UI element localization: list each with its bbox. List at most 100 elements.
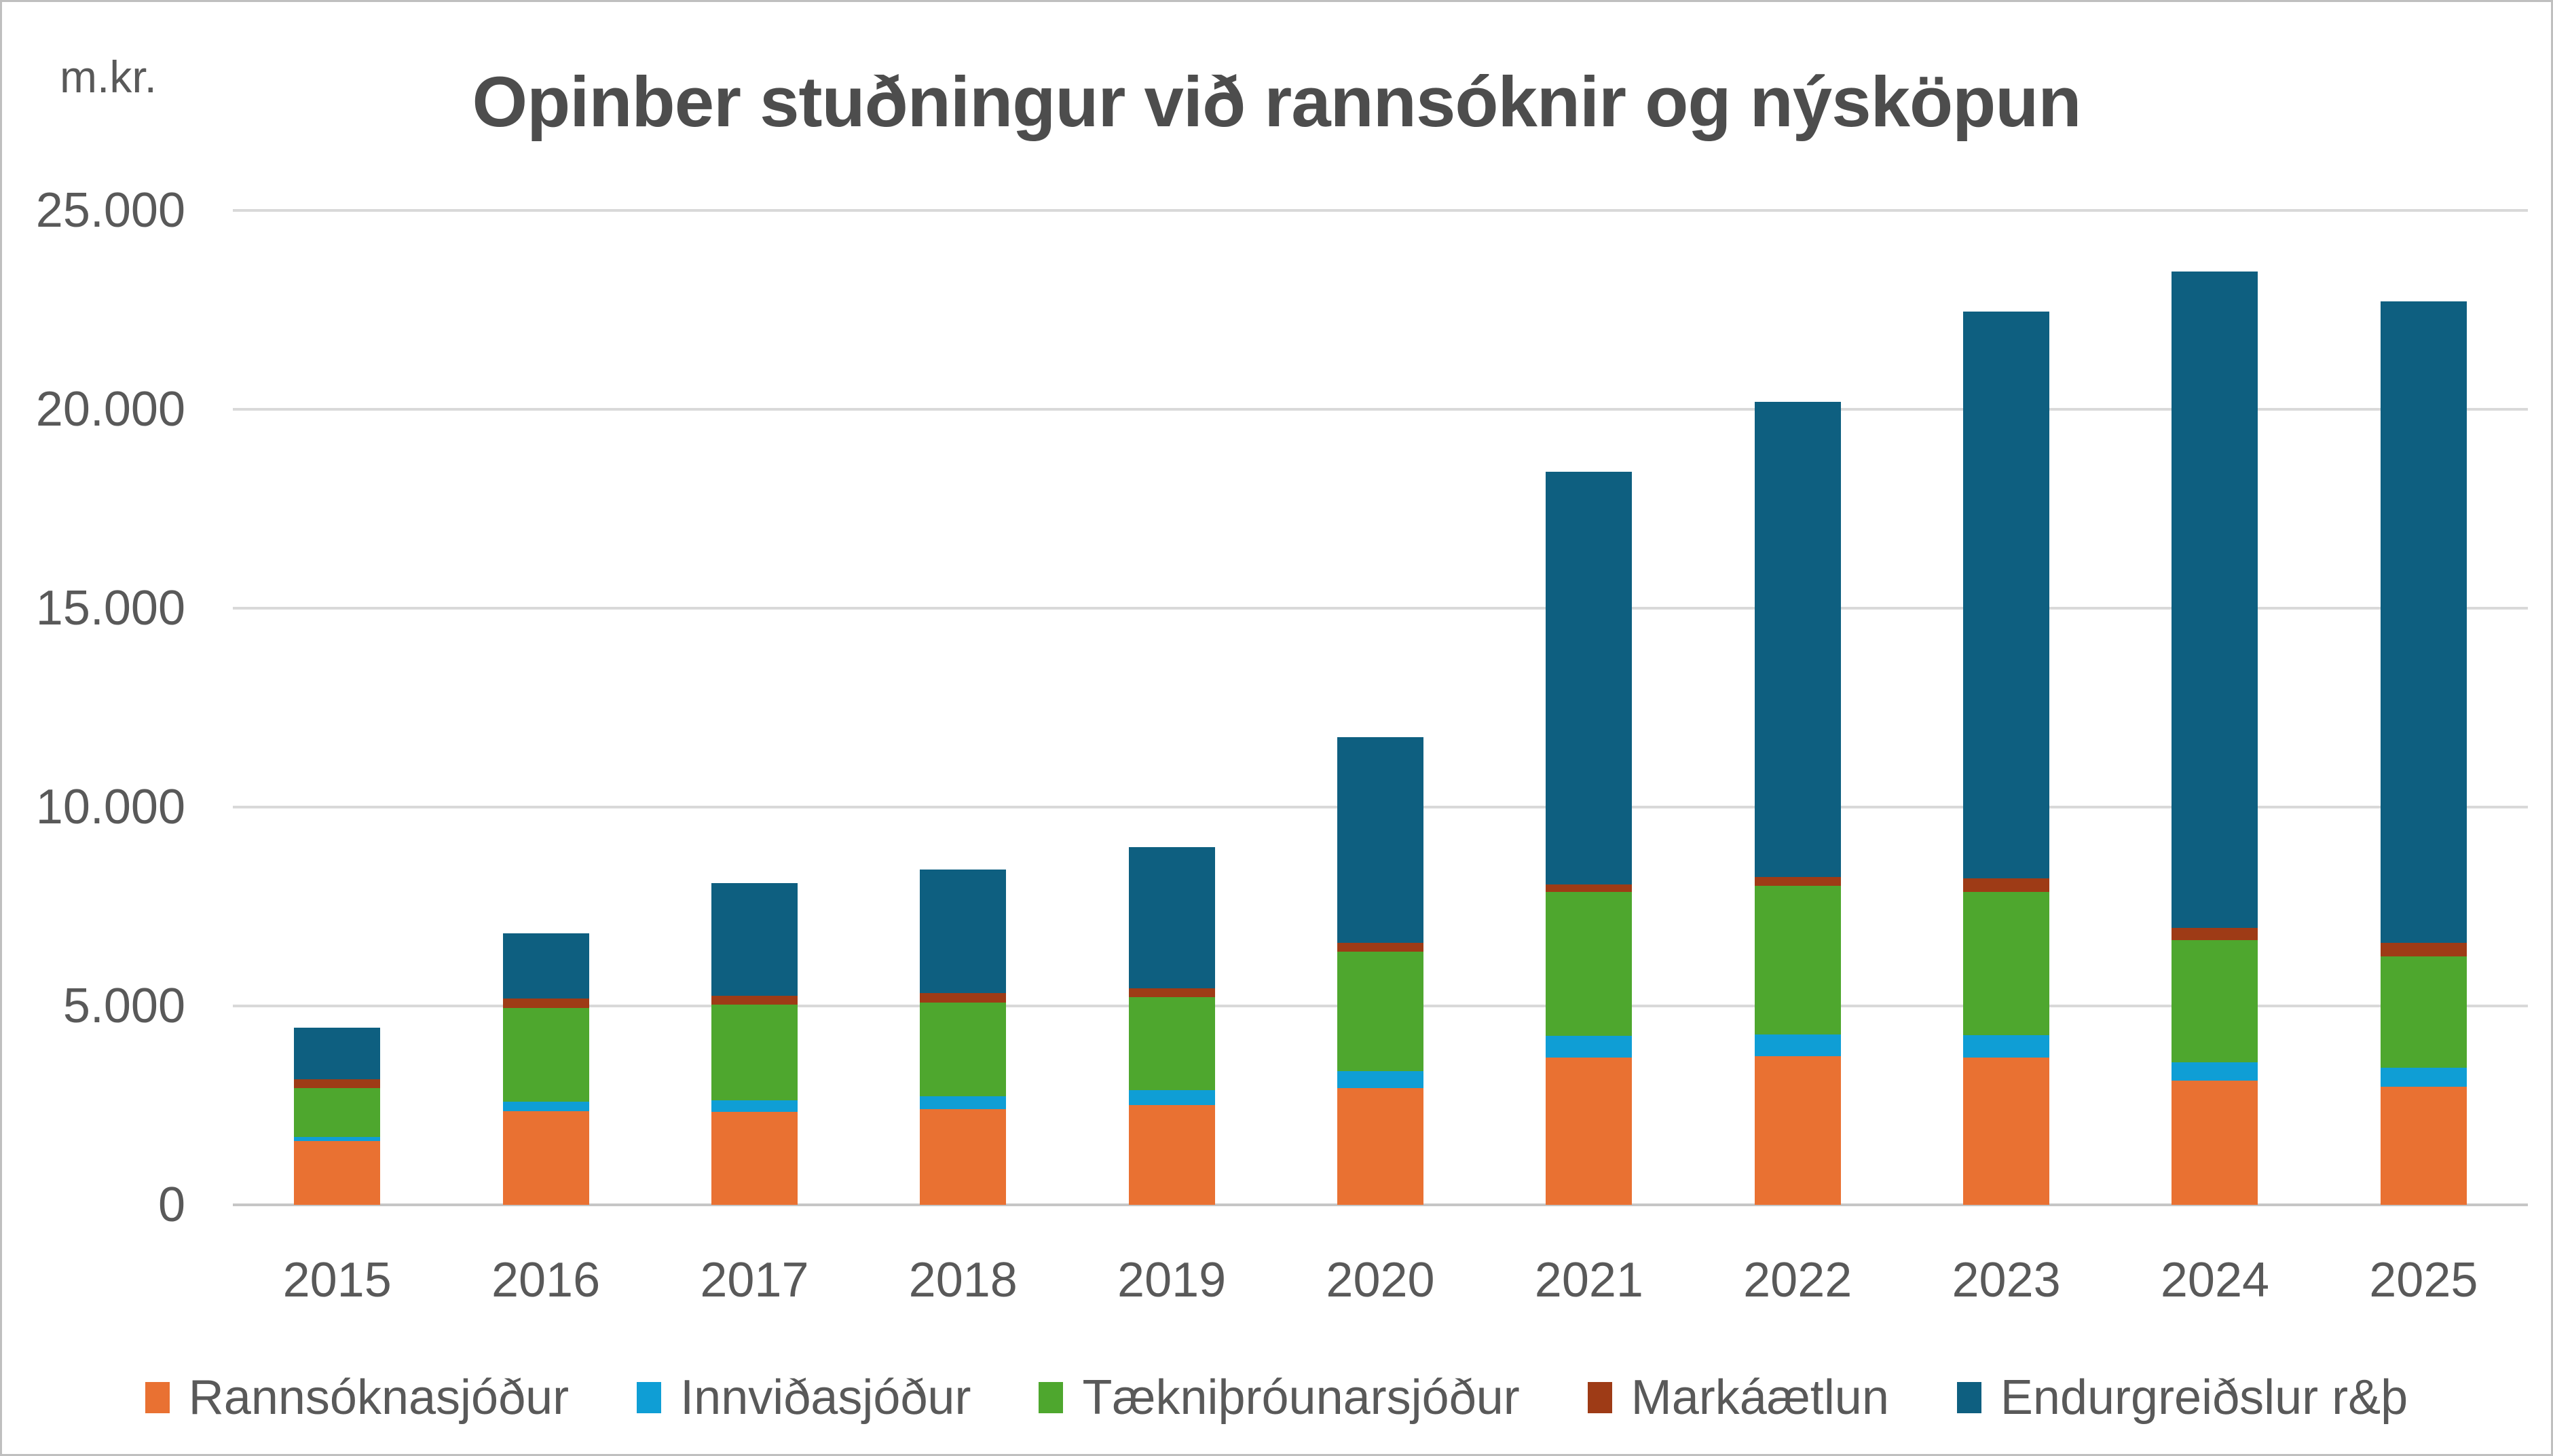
legend-label: Markáætlun (1630, 1370, 1889, 1425)
bar-2021 (1546, 210, 1633, 1205)
bar-2019 (1128, 210, 1215, 1205)
legend-label: Innviðasjóður (680, 1370, 971, 1425)
gridline (233, 607, 2528, 610)
gridline (233, 209, 2528, 212)
bar-2024 (2172, 210, 2258, 1205)
bar-segment-2025 (2380, 301, 2467, 944)
bar-segment-2022 (1754, 1034, 1841, 1057)
x-tick-label: 2023 (1952, 1253, 2061, 1307)
y-tick-label: 0 (157, 1178, 185, 1232)
bar-segment-2022 (1754, 877, 1841, 886)
bar-segment-2024 (2172, 927, 2258, 941)
legend-label: Rannsóknasjóður (188, 1370, 570, 1425)
legend-item: Rannsóknasjóður (145, 1370, 569, 1425)
bar-segment-2023 (1963, 1034, 2050, 1058)
bar-2023 (1963, 210, 2050, 1205)
plot-area (233, 209, 2528, 1206)
legend-swatch (1956, 1382, 1981, 1413)
x-tick-label: 2024 (2160, 1253, 2270, 1307)
bar-2025 (2380, 210, 2467, 1205)
y-axis-unit-label: m.kr. (60, 52, 157, 102)
bar-segment-2015 (294, 1136, 381, 1142)
bar-segment-2025 (2380, 943, 2467, 956)
x-tick-label: 2015 (282, 1253, 392, 1307)
x-tick-label: 2019 (1117, 1253, 1227, 1307)
bar-2018 (920, 210, 1007, 1205)
bar-segment-2020 (1337, 952, 1423, 1072)
bar-segment-2016 (502, 998, 589, 1008)
bar-segment-2021 (1546, 1057, 1633, 1205)
gridline (233, 408, 2528, 411)
legend-swatch (637, 1382, 662, 1413)
bar-segment-2018 (920, 870, 1007, 993)
bar-segment-2016 (502, 1007, 589, 1102)
x-tick-label: 2017 (700, 1253, 809, 1307)
bar-segment-2023 (1963, 878, 2050, 893)
bar-segment-2019 (1128, 846, 1215, 989)
x-tick-label: 2022 (1743, 1253, 1852, 1307)
legend-label: Tækniþróunarsjóður (1082, 1370, 1520, 1425)
bar-segment-2021 (1546, 472, 1633, 884)
bar-segment-2024 (2172, 1062, 2258, 1081)
bar-segment-2018 (920, 992, 1007, 1003)
bar-segment-2019 (1128, 988, 1215, 998)
bar-segment-2021 (1546, 1035, 1633, 1058)
bar-segment-2015 (294, 1079, 381, 1088)
x-tick-label: 2016 (491, 1253, 601, 1307)
x-tick-label: 2021 (1534, 1253, 1643, 1307)
bar-segment-2017 (711, 995, 798, 1005)
bar-segment-2020 (1337, 942, 1423, 952)
bar-segment-2021 (1546, 892, 1633, 1036)
bar-segment-2017 (711, 1111, 798, 1205)
bar-segment-2019 (1128, 1090, 1215, 1105)
bar-2016 (502, 210, 589, 1205)
bar-segment-2020 (1337, 1087, 1423, 1205)
bar-segment-2023 (1963, 312, 2050, 878)
legend-label: Endurgreiðslur r&þ (2000, 1370, 2408, 1425)
bar-segment-2019 (1128, 997, 1215, 1091)
bar-segment-2018 (920, 1096, 1007, 1110)
bar-segment-2025 (2380, 1086, 2467, 1205)
legend-swatch (1039, 1382, 1064, 1413)
bar-2015 (294, 210, 381, 1205)
bar-segment-2022 (1754, 1056, 1841, 1205)
x-tick-label: 2025 (2369, 1253, 2478, 1307)
bar-2020 (1337, 210, 1423, 1205)
legend: Rannsóknasjóður Innviðasjóður Tækniþróunar… (2, 1365, 2551, 1430)
legend-item: Endurgreiðslur r&þ (1956, 1370, 2408, 1425)
legend-swatch (145, 1382, 170, 1413)
x-axis-line (233, 1203, 2528, 1206)
bar-segment-2017 (711, 882, 798, 996)
bar-segment-2022 (1754, 886, 1841, 1034)
legend-item: Markáætlun (1587, 1370, 1889, 1425)
bar-segment-2017 (711, 1100, 798, 1112)
y-tick-label: 5.000 (62, 979, 185, 1033)
y-tick-label: 15.000 (35, 581, 185, 635)
bar-segment-2024 (2172, 271, 2258, 928)
bar-segment-2023 (1963, 1058, 2050, 1205)
bar-2022 (1754, 210, 1841, 1205)
bar-segment-2018 (920, 1002, 1007, 1097)
bar-segment-2018 (920, 1109, 1007, 1205)
bar-segment-2015 (294, 1141, 381, 1205)
y-tick-label: 20.000 (35, 382, 185, 436)
legend-item: Tækniþróunarsjóður (1039, 1370, 1520, 1425)
bar-segment-2024 (2172, 1081, 2258, 1205)
bar-segment-2015 (294, 1087, 381, 1137)
y-tick-label: 10.000 (35, 780, 185, 834)
bar-segment-2024 (2172, 940, 2258, 1062)
bar-segment-2016 (502, 933, 589, 998)
x-tick-label: 2018 (908, 1253, 1018, 1307)
bar-2017 (711, 210, 798, 1205)
bar-segment-2019 (1128, 1104, 1215, 1205)
bar-segment-2025 (2380, 1068, 2467, 1087)
bar-segment-2016 (502, 1102, 589, 1112)
legend-swatch (1587, 1382, 1612, 1413)
x-tick-label: 2020 (1326, 1253, 1435, 1307)
bar-segment-2015 (294, 1027, 381, 1079)
bar-segment-2020 (1337, 1071, 1423, 1088)
bar-segment-2021 (1546, 884, 1633, 893)
chart-title: Opinber stuðningur við rannsóknir og nýs… (472, 62, 2081, 142)
bar-segment-2023 (1963, 892, 2050, 1035)
